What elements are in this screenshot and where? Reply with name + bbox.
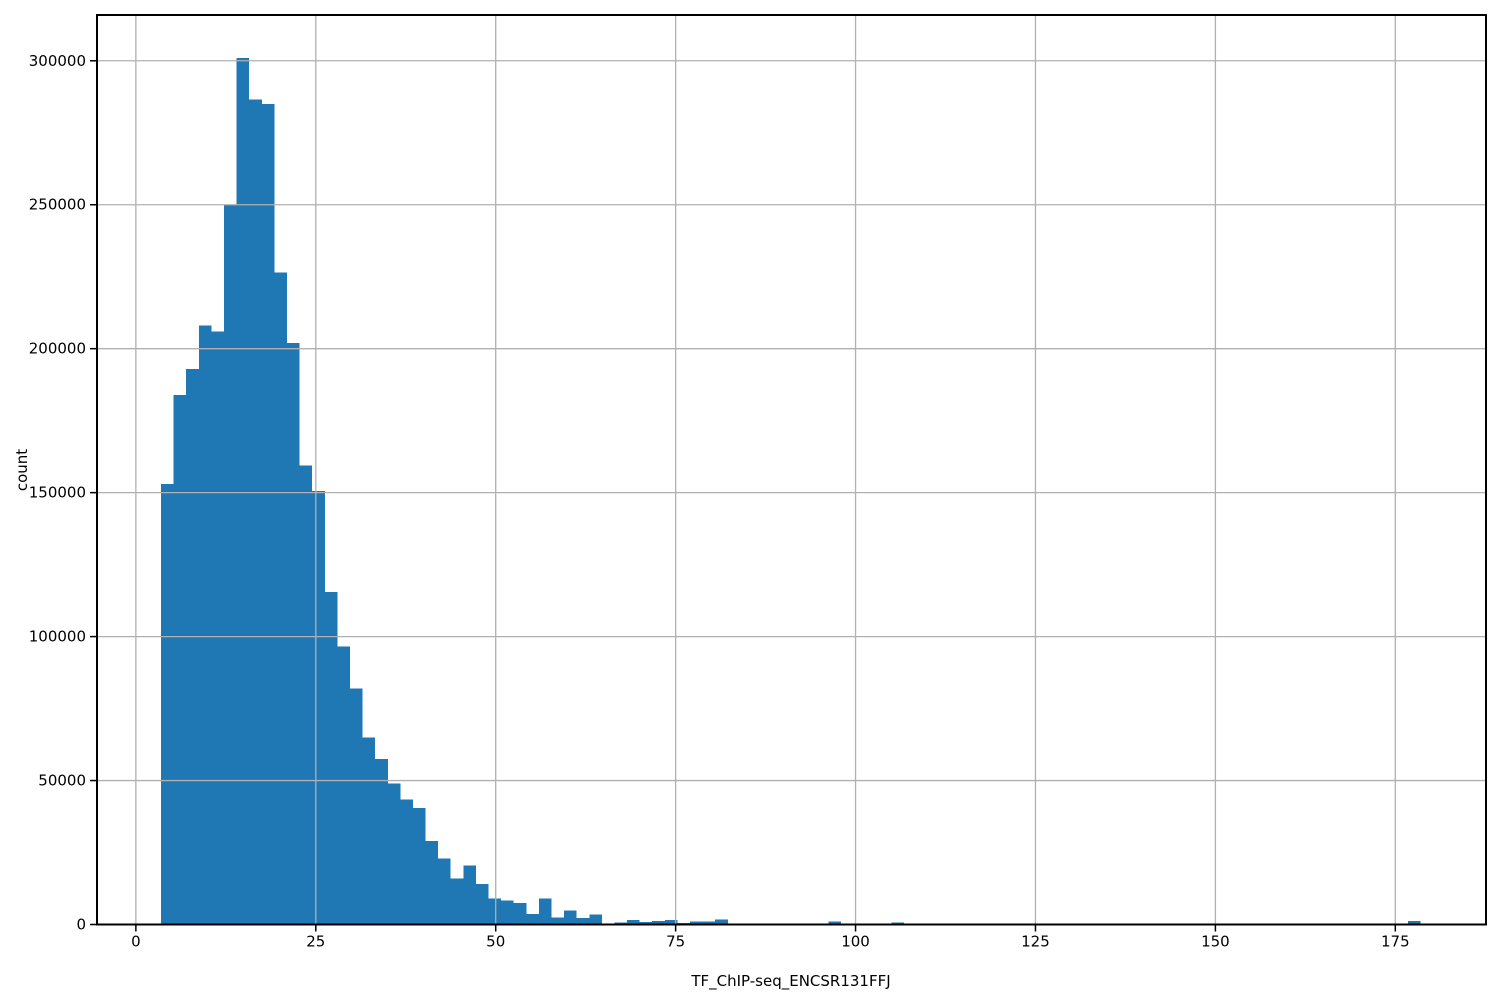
x-tick-label: 150 <box>1201 933 1230 951</box>
y-tick-label: 50000 <box>38 772 86 790</box>
tick-layer <box>90 60 1397 932</box>
y-tick-label: 0 <box>76 916 86 934</box>
x-tick-label: 125 <box>1021 933 1050 951</box>
histogram-bar <box>387 783 401 925</box>
histogram-bar <box>299 465 313 925</box>
histogram-bar <box>425 841 439 925</box>
grid-layer <box>97 15 1486 925</box>
histogram-bar <box>463 865 476 925</box>
histogram-bar <box>224 204 237 925</box>
plot-border <box>96 14 1487 926</box>
histogram-bar <box>173 394 187 925</box>
histogram-bar <box>362 737 376 925</box>
histogram-bar <box>274 272 287 925</box>
histogram-bar <box>488 898 502 925</box>
histogram-bar <box>198 325 212 925</box>
histogram-bar <box>702 921 716 925</box>
histogram-bar <box>652 920 665 925</box>
x-tick-label: 25 <box>306 933 325 951</box>
x-tick-label: 75 <box>666 933 685 951</box>
histogram-bar <box>1407 921 1421 925</box>
histogram-bar <box>161 484 174 925</box>
histogram-bar <box>450 878 464 925</box>
bars-layer <box>161 57 1421 925</box>
histogram-bar <box>828 921 842 925</box>
x-tick-label: 100 <box>841 933 870 951</box>
histogram-bar <box>236 57 250 925</box>
histogram-bar <box>337 646 350 925</box>
histogram-bar <box>589 914 602 925</box>
histogram-bar <box>664 919 678 925</box>
histogram-bar <box>312 491 325 925</box>
histogram-bar <box>412 807 426 925</box>
histogram-bar <box>249 99 262 925</box>
histogram-bar <box>349 688 363 925</box>
histogram-bar <box>526 913 539 925</box>
x-axis-label: TF_ChIP-seq_ENCSR131FFJ <box>690 972 890 991</box>
histogram-bar <box>639 921 653 925</box>
histogram-bar <box>564 910 577 925</box>
histogram-bar <box>513 902 527 925</box>
histogram-bar <box>551 917 565 925</box>
histogram-bar <box>186 368 199 925</box>
histogram-bar <box>324 591 338 925</box>
x-tick-label: 175 <box>1381 933 1410 951</box>
histogram-bar <box>261 103 275 925</box>
x-tick-label: 50 <box>486 933 505 951</box>
histogram-bar <box>475 884 489 925</box>
histogram-bar <box>287 342 300 925</box>
histogram-bar <box>627 919 640 925</box>
histogram-bar <box>501 900 514 925</box>
histogram-bar <box>538 898 552 925</box>
y-tick-label: 200000 <box>29 340 86 358</box>
histogram-bar <box>614 922 628 925</box>
y-tick-label: 100000 <box>29 628 86 646</box>
histogram-bar <box>438 858 451 925</box>
tick-label-layer: 0 25 50 75 100 125 150 175 0 50000 100000 150000 200… <box>29 52 1410 951</box>
histogram-bar <box>576 918 590 925</box>
histogram-bar <box>211 331 225 925</box>
histogram-bar <box>715 919 728 925</box>
x-tick-label: 0 <box>131 933 141 951</box>
y-tick-label: 250000 <box>29 196 86 214</box>
histogram-bar <box>891 922 905 925</box>
histogram-bar <box>375 758 388 925</box>
y-tick-label: 300000 <box>29 52 86 70</box>
histogram-bar <box>400 799 413 925</box>
y-tick-label: 150000 <box>29 484 86 502</box>
histogram-bar <box>690 921 703 925</box>
y-axis-label: count <box>13 449 31 491</box>
